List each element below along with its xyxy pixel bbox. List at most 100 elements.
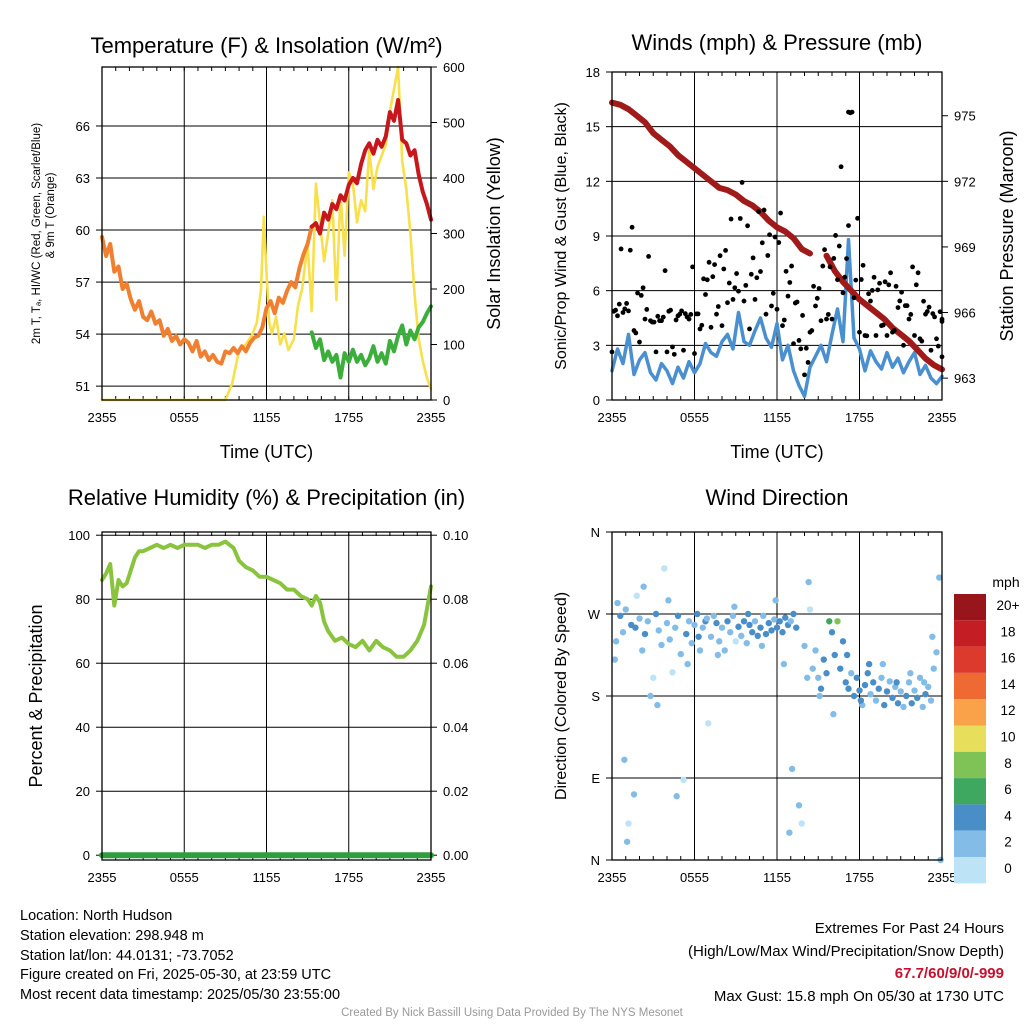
wind-gust-point [928, 347, 934, 353]
wind-gust-point [759, 240, 765, 246]
temp-y2-tick-label: 0 [443, 393, 450, 408]
temp-series-2m-t-red- [309, 98, 433, 236]
dir-y-tick-label: E [591, 771, 600, 786]
dir-point [879, 660, 887, 668]
rh-title: Relative Humidity (%) & Precipitation (i… [68, 485, 465, 510]
info-elevation: Station elevation: 298.948 m [20, 927, 204, 944]
wind-gust-point [692, 351, 697, 356]
temp-y2-tick-label: 300 [443, 227, 465, 242]
rh-y-tick-label: 60 [76, 656, 90, 671]
wind-gust-point [756, 209, 761, 214]
wind-gust-point [838, 164, 844, 170]
dir-point [727, 629, 734, 636]
wind-gust-point [829, 316, 835, 322]
dir-point [920, 679, 928, 686]
wind-y-tick-label: 3 [593, 338, 600, 353]
wind-ylabel-right: Station Pressure (Maroon) [997, 130, 1017, 341]
wind-x-tick-label: 2355 [598, 410, 627, 425]
rh-y-tick-label: 100 [68, 528, 90, 543]
wind-gust-point [820, 263, 826, 269]
temp-y2-tick-label: 600 [443, 60, 465, 75]
dir-y-tick-label: S [591, 689, 600, 704]
wind-gust-point [796, 338, 802, 343]
dir-point [757, 624, 764, 631]
info-location: Location: North Hudson [20, 908, 173, 924]
wind-gust-point [833, 233, 838, 238]
dir-y-tick-label: N [591, 853, 600, 868]
wind-gust-point [763, 311, 769, 317]
rh-y2-tick-label: 0.08 [443, 592, 468, 607]
wind-gust-point [877, 280, 882, 286]
wind-y-tick-label: 12 [586, 174, 600, 189]
wind-gust-point [726, 280, 732, 286]
wind-gust-point [699, 322, 705, 328]
wind-gust-point [800, 313, 805, 318]
wind-y-tick-label: 6 [593, 284, 600, 299]
wind-gust-point [844, 256, 849, 261]
wind-gust-point [719, 323, 725, 329]
temp-y-tick-label: 60 [76, 223, 90, 238]
wind-gust-point [853, 277, 859, 283]
wind-gust-point [739, 180, 745, 185]
wind-gust-point [897, 298, 903, 304]
dir-point [820, 656, 827, 663]
wind-y-tick-label: 18 [586, 65, 600, 80]
wind-gust-point [825, 312, 831, 317]
wind-gust-point [926, 304, 932, 310]
colorbar-label: 18 [1000, 624, 1015, 639]
dir-point [776, 618, 783, 625]
wind-gust-point [644, 307, 650, 312]
wind-gust-point [681, 347, 686, 353]
wind-gust-point [734, 271, 739, 276]
dir-point [933, 649, 940, 656]
dir-point [685, 618, 693, 625]
temp-y-tick-label: 66 [76, 119, 90, 134]
wind-gust-point [919, 338, 925, 344]
credit-line: Created By Nick Bassill Using Data Provi… [341, 1007, 683, 1019]
dir-ylabel-left: Direction (Colored By Speed) [553, 592, 570, 800]
wind-gust-point [767, 232, 772, 238]
wind-gust-point [798, 346, 804, 352]
wind-gust-point [752, 297, 758, 302]
dir-point [630, 791, 638, 798]
dir-point [831, 651, 838, 659]
dir-point [806, 606, 814, 613]
wind-gust-point [690, 264, 695, 270]
dir-point [804, 674, 811, 681]
wind-gust-point [659, 318, 664, 324]
info-latlon: Station lat/lon: 44.0131; -73.7052 [20, 947, 234, 964]
dir-x-tick-label: 2355 [928, 870, 957, 885]
dir-point [743, 639, 750, 647]
wind-gust-point [814, 295, 820, 301]
dir-point [889, 694, 896, 702]
dir-point [925, 683, 932, 691]
rh-x-tick-label: 1755 [334, 870, 363, 885]
wind-gust-point [615, 313, 620, 319]
dir-point [612, 638, 620, 645]
wind-gust-point [626, 308, 631, 314]
dir-point [699, 624, 706, 631]
wind-gust-point [910, 264, 915, 270]
wind-gust-point [664, 349, 670, 355]
dir-point [707, 633, 715, 640]
dir-point [843, 651, 851, 659]
dir-point [640, 583, 647, 590]
dir-point [758, 642, 766, 650]
dir-point [695, 633, 702, 640]
wind-gust-point [629, 224, 635, 230]
colorbar-label: 20+ [997, 598, 1020, 613]
dir-point [856, 687, 863, 694]
wind-gust-point [875, 287, 881, 293]
temp-y-tick-label: 51 [76, 379, 90, 394]
wind-gust-point [640, 285, 646, 291]
wind-gust-point [904, 303, 910, 309]
temp-ylabel-left-1: 2m T, Tₐ, HI/WC (Red, Green, Scarlet/Blu… [31, 123, 43, 344]
dir-point [893, 679, 900, 686]
dir-point [746, 621, 753, 629]
wind-y-tick-label: 9 [593, 229, 600, 244]
dir-point [762, 630, 770, 638]
wind-y2-tick-label: 963 [954, 371, 976, 386]
wind-gust-point [776, 240, 782, 245]
wind-gust-point [842, 274, 848, 280]
wind-gust-point [869, 287, 875, 293]
